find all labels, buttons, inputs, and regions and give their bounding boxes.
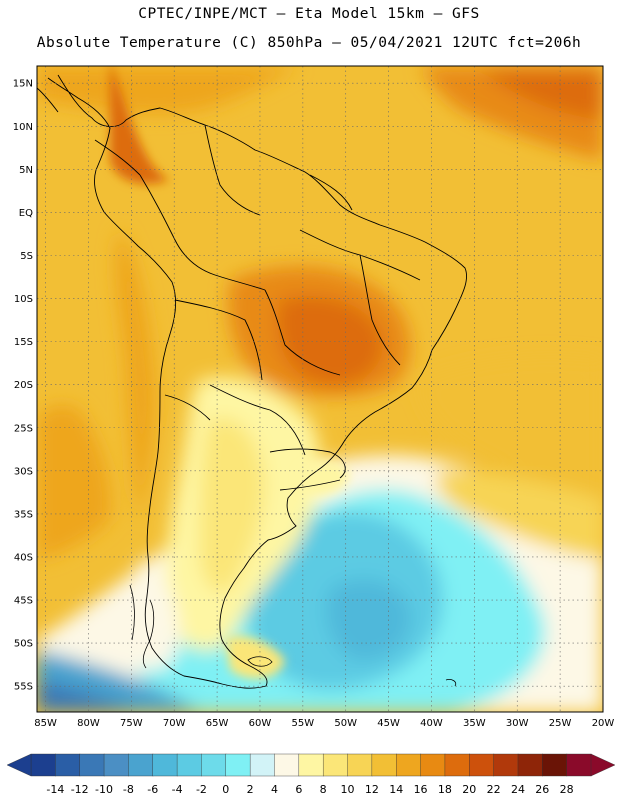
colorbar-swatch	[201, 753, 227, 777]
lat-label: 25S	[14, 423, 33, 434]
colorbar-label: 28	[560, 783, 574, 796]
colorbar-swatch	[298, 753, 324, 777]
colorbar-swatch	[103, 753, 129, 777]
lon-label: 30W	[506, 718, 529, 729]
colorbar-label: 8	[320, 783, 327, 796]
lon-label: 65W	[206, 718, 229, 729]
lat-label: 40S	[14, 552, 33, 563]
lon-label: 60W	[249, 718, 272, 729]
lat-label: 20S	[14, 380, 33, 391]
colorbar-swatch	[249, 753, 275, 777]
lat-label: EQ	[19, 208, 33, 219]
colorbar-swatch	[347, 753, 373, 777]
lat-label: 5N	[19, 165, 33, 176]
title-line-2: Absolute Temperature (C) 850hPa – 05/04/…	[36, 35, 582, 51]
colorbar-label: 0	[222, 783, 229, 796]
colorbar-label: 6	[295, 783, 302, 796]
lon-label: 75W	[120, 718, 143, 729]
colorbar-label: 20	[462, 783, 476, 796]
colorbar-swatch	[371, 753, 397, 777]
colorbar-swatch	[493, 753, 519, 777]
lon-label: 55W	[292, 718, 315, 729]
colorbar-label: 24	[511, 783, 525, 796]
colorbar	[6, 753, 616, 777]
colorbar-label: 16	[414, 783, 428, 796]
lat-label: 50S	[14, 639, 33, 650]
latitude-labels: 15N 10N 5N EQ 5S 10S 15S 20S 25S 30S 35S 40S 45S 50S 5…	[13, 79, 33, 693]
colorbar-swatch	[152, 753, 178, 777]
lat-label: 15N	[13, 79, 33, 90]
colorbar-label: -10	[95, 783, 113, 796]
colorbar-swatch	[444, 753, 470, 777]
lon-label: 25W	[549, 718, 572, 729]
map-frame	[36, 65, 604, 713]
lon-label: 85W	[34, 718, 57, 729]
colorbar-label: -12	[71, 783, 89, 796]
colorbar-swatch	[30, 753, 56, 777]
colorbar-label: -14	[46, 783, 64, 796]
colorbar-label: 18	[438, 783, 452, 796]
title-line-1: CPTEC/INPE/MCT – Eta Model 15km – GFS	[138, 6, 480, 22]
colorbar-swatch	[176, 753, 202, 777]
colorbar-label: -6	[147, 783, 158, 796]
lat-label: 10N	[13, 122, 33, 133]
colorbar-label: -2	[196, 783, 207, 796]
colorbar-swatch	[566, 753, 592, 777]
colorbar-high-arrow	[590, 753, 616, 777]
lon-label: 50W	[334, 718, 357, 729]
colorbar-label: 14	[389, 783, 403, 796]
lon-label: 35W	[463, 718, 486, 729]
lat-label: 55S	[14, 682, 33, 693]
colorbar-label: 26	[535, 783, 549, 796]
colorbar-swatch	[322, 753, 349, 777]
colorbar-label: 4	[271, 783, 278, 796]
longitude-labels: 85W 80W 75W 70W 65W 60W 55W 50W 45W 40W 35W 30W 25W 2…	[34, 718, 614, 729]
temperature-field	[37, 66, 603, 712]
colorbar-swatch	[128, 753, 154, 777]
colorbar-label: 10	[341, 783, 355, 796]
colorbar-swatch	[469, 753, 495, 777]
lon-label: 40W	[420, 718, 443, 729]
colorbar-label: 12	[365, 783, 379, 796]
lat-label: 30S	[14, 466, 33, 477]
lon-label: 45W	[377, 718, 400, 729]
lat-label: 10S	[14, 294, 33, 305]
colorbar-swatch	[79, 753, 105, 777]
lon-label: 80W	[77, 718, 100, 729]
lon-label: 70W	[163, 718, 186, 729]
colorbar-swatch	[225, 753, 251, 777]
colorbar-label: 22	[487, 783, 501, 796]
lat-label: 15S	[14, 337, 33, 348]
colorbar-swatch	[55, 753, 81, 777]
colorbar-swatch	[542, 753, 568, 777]
colorbar-low-arrow	[6, 753, 32, 777]
colorbar-labels: -14 -12 -10 -8 -6 -4 -2 0 2 4 6 8 10 12 14 16 18 20 22 24 26…	[46, 783, 573, 796]
colorbar-swatch	[517, 753, 543, 777]
colorbar-swatch	[396, 753, 422, 777]
lat-label: 35S	[14, 509, 33, 520]
colorbar-swatch	[420, 753, 446, 777]
coastline	[37, 74, 467, 689]
colorbar-label: 2	[247, 783, 254, 796]
colorbar-swatch	[274, 753, 300, 777]
lat-label: 45S	[14, 596, 33, 607]
lat-label: 5S	[20, 251, 33, 262]
lon-label: 20W	[592, 718, 615, 729]
colorbar-label: -4	[172, 783, 183, 796]
colorbar-label: -8	[123, 783, 134, 796]
